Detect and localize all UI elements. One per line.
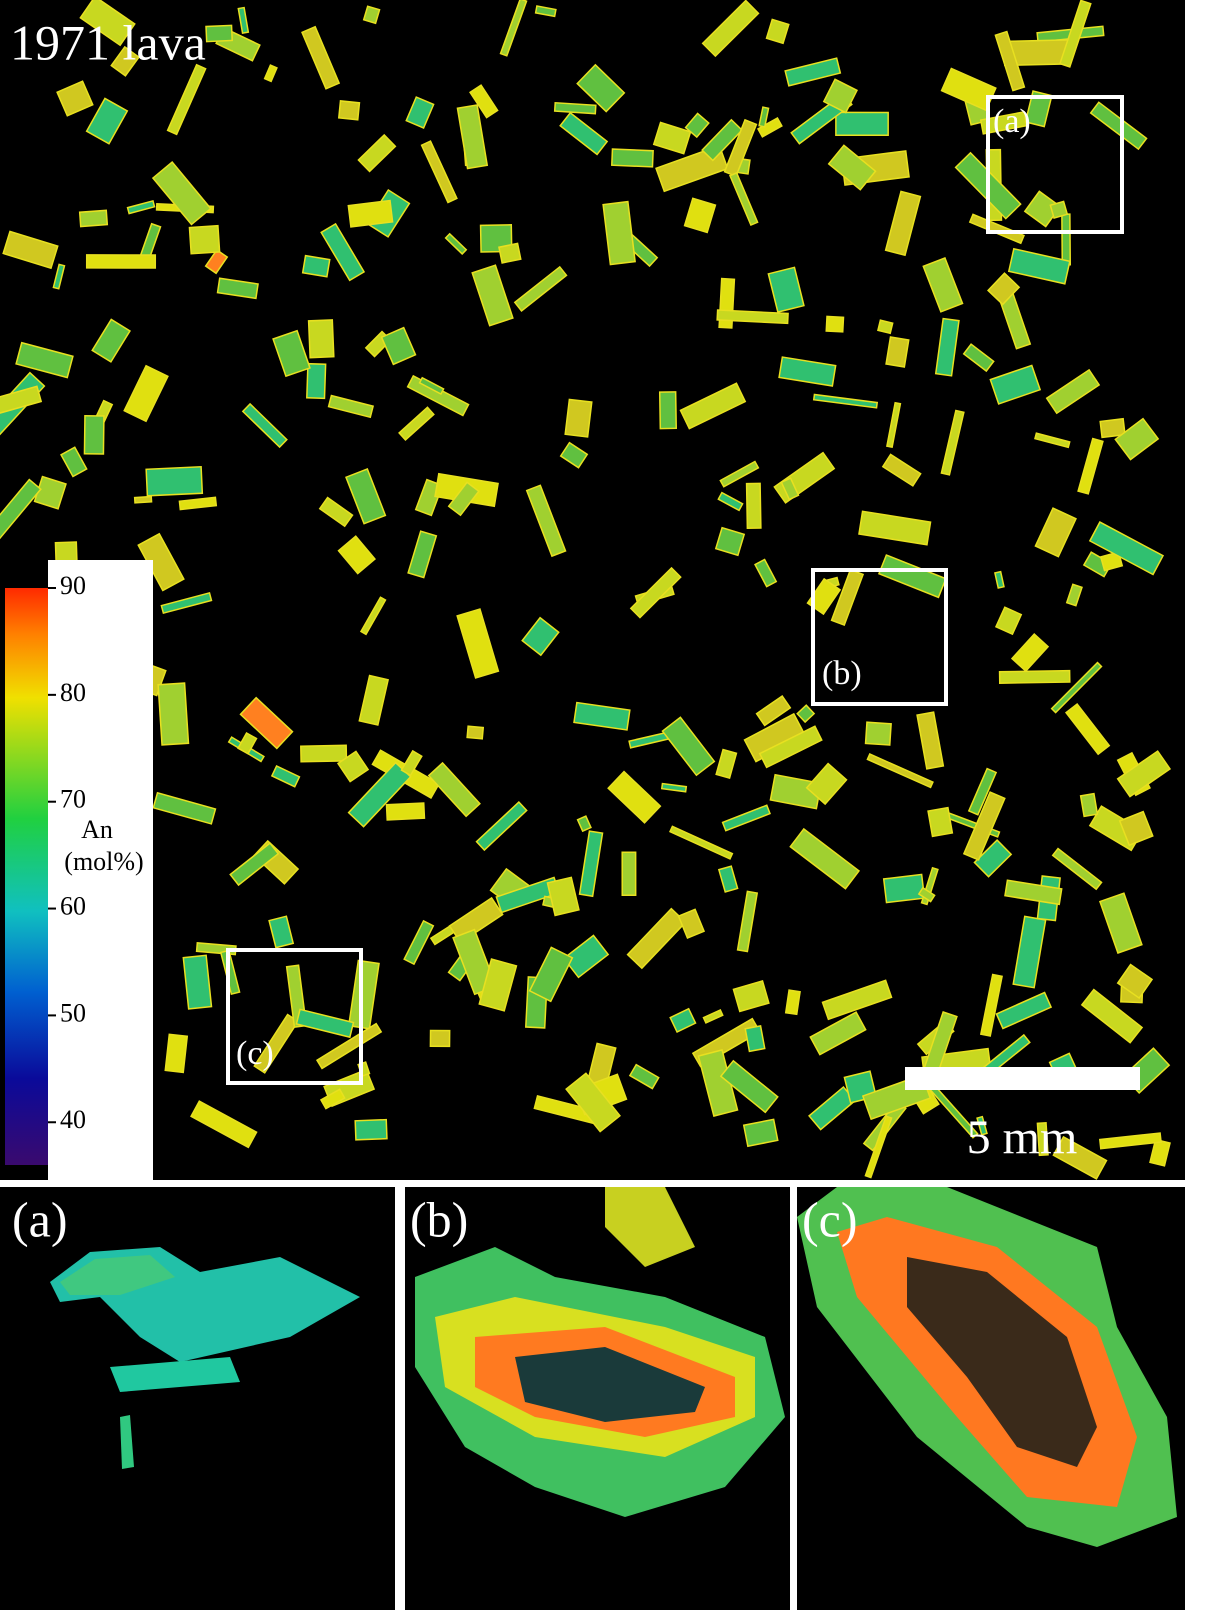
panel-label: (c)	[802, 1191, 858, 1247]
crystal	[1000, 671, 1070, 684]
panel	[0, 1187, 395, 1610]
crystal	[386, 803, 424, 820]
crystal	[135, 497, 152, 503]
crystal	[309, 320, 334, 358]
crystal	[786, 990, 800, 1014]
colorbar-label: An	[81, 815, 113, 844]
crystal	[430, 1030, 449, 1046]
colorbar-tick-label: 80	[60, 678, 86, 707]
inset-label: (c)	[236, 1035, 274, 1072]
crystal	[165, 1034, 187, 1072]
crystal	[866, 722, 892, 745]
crystal	[555, 103, 596, 114]
crystal	[301, 745, 347, 761]
scale-bar-label: 5 mm	[967, 1111, 1078, 1164]
crystal	[339, 101, 360, 120]
crystal	[836, 112, 888, 135]
inset-label: (a)	[993, 103, 1031, 140]
crystal	[80, 210, 108, 226]
crystal	[1062, 214, 1070, 265]
scale-bar	[905, 1067, 1140, 1090]
colorbar-tick-label: 40	[60, 1105, 86, 1134]
crystal	[355, 1120, 387, 1140]
crystal	[307, 364, 326, 399]
panel	[405, 1187, 790, 1610]
page: 40 50 60 70 80 90 An (mol%) 1971 lava (a) (b)…	[0, 0, 1217, 1610]
crystal	[206, 25, 232, 41]
colorbar-tick-label: 50	[60, 998, 86, 1027]
colorbar-tick-label: 70	[60, 785, 86, 814]
crystal	[928, 808, 952, 837]
crystal	[622, 852, 635, 895]
colorbar-tick-label: 60	[60, 892, 86, 921]
crystal	[303, 256, 330, 277]
crystal	[886, 337, 909, 367]
crystal	[499, 243, 521, 262]
crystal	[660, 392, 677, 429]
colorbar	[5, 588, 48, 1165]
colorbar-tick-label: 90	[60, 571, 86, 600]
crystal	[612, 149, 653, 167]
crystal	[878, 320, 893, 333]
panel-label: (b)	[410, 1191, 468, 1247]
crystal	[146, 467, 202, 496]
crystal	[158, 683, 188, 745]
figure: 40 50 60 70 80 90 An (mol%) 1971 lava (a) (b)…	[0, 0, 1217, 1610]
map-title: 1971 lava	[10, 14, 206, 70]
crystal	[183, 955, 211, 1009]
crystal	[189, 226, 219, 254]
inset-label: (b)	[822, 655, 862, 692]
crystal	[87, 255, 156, 268]
panel-label: (a)	[12, 1191, 68, 1247]
crystal	[467, 726, 483, 739]
crystal	[884, 874, 925, 902]
crystal	[826, 316, 843, 331]
crystal	[348, 201, 392, 227]
crystal	[747, 483, 761, 528]
panel	[797, 1187, 1185, 1610]
crystal	[84, 416, 103, 454]
crystal	[1050, 201, 1067, 218]
crystal	[745, 1026, 764, 1051]
colorbar-unit: (mol%)	[64, 847, 143, 876]
crystal	[565, 399, 592, 437]
crystal	[1081, 794, 1098, 817]
